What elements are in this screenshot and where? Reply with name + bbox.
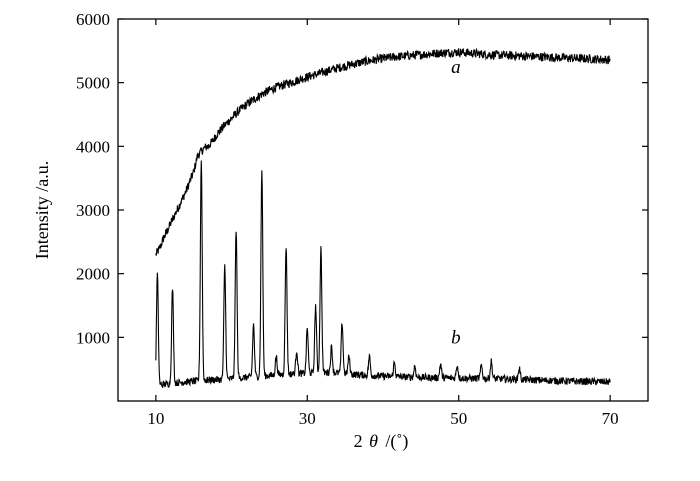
y-tick-label: 2000: [76, 265, 110, 284]
x-tick-label: 50: [450, 409, 467, 428]
plot-frame: [117, 18, 649, 402]
y-tick-label: 6000: [76, 10, 110, 29]
x-axis-title-prefix: 2: [354, 431, 363, 451]
series-a-line: [155, 47, 611, 256]
y-tick-label: 5000: [76, 74, 110, 93]
y-axis-ticks: 1000 2000 3000 4000 5000 6000: [76, 10, 648, 347]
y-axis-title: Intensity /a.u.: [32, 161, 52, 259]
x-tick-label: 10: [147, 409, 164, 428]
x-axis-title-symbol: θ: [369, 431, 378, 451]
x-axis-title-unit: /(˚): [385, 431, 408, 452]
y-tick-label: 1000: [76, 328, 110, 347]
series-label-a: a: [451, 57, 461, 78]
x-axis-title: 2 θ /(˚): [354, 431, 409, 452]
x-axis-ticks: 10 30 50 70: [147, 19, 619, 428]
series-b-line: [155, 160, 611, 388]
series-label-b: b: [451, 328, 461, 349]
x-tick-label: 30: [299, 409, 316, 428]
series-layer: [155, 47, 611, 388]
x-tick-label: 70: [602, 409, 619, 428]
y-tick-label: 4000: [76, 137, 110, 156]
y-tick-label: 3000: [76, 201, 110, 220]
